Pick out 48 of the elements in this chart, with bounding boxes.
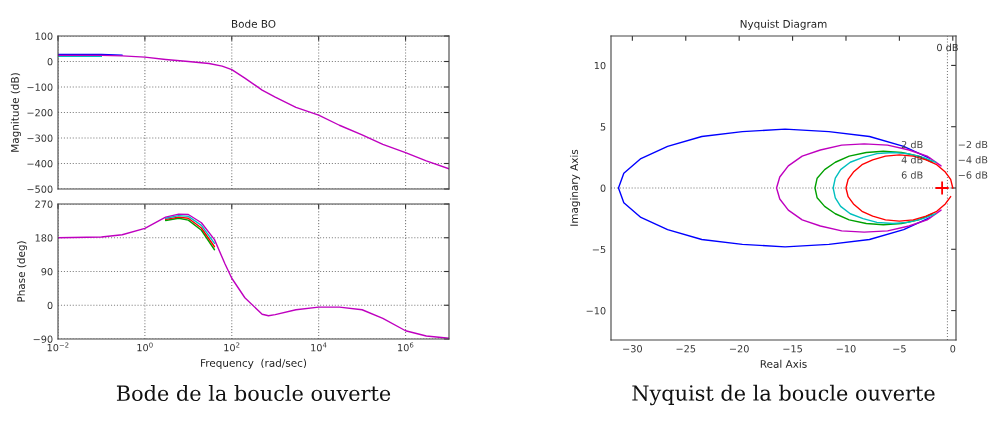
- y-tick-label: −5: [592, 245, 606, 254]
- y-tick-label: 0: [600, 184, 606, 192]
- text: −4 dB: [958, 155, 988, 164]
- annotation: 6 dB: [901, 171, 923, 179]
- y-tick-label: −400: [27, 159, 53, 168]
- y-axis-title: Imaginary Axis: [569, 149, 581, 226]
- y-tick-label: 270: [35, 200, 53, 208]
- x-axis-title: Frequency (rad/sec): [201, 358, 307, 369]
- x-tick-label: −25: [676, 345, 696, 353]
- y-tick-label: −90: [33, 335, 53, 343]
- chart-title: Bode BO: [232, 19, 276, 28]
- x-tick-label: −20: [729, 345, 749, 353]
- x-tick-label: 10$^{−2}$: [47, 342, 69, 352]
- text: Nyquist de la boucle ouverte: [632, 384, 935, 406]
- x-axis-title: Real Axis: [760, 359, 807, 368]
- y-tick-label: 180: [35, 234, 53, 242]
- y-tick-label: −200: [27, 108, 53, 117]
- annotation: 2 dB: [901, 140, 923, 149]
- x-tick-label: −15: [783, 345, 802, 353]
- y-axis-title: Magnitude (dB): [10, 73, 21, 152]
- y-tick-label: 10: [594, 61, 606, 70]
- line-series: [845, 154, 954, 222]
- y-tick-label: −100: [27, 83, 53, 91]
- annotation: 4 dB: [901, 155, 923, 164]
- x-tick-label: −30: [623, 345, 642, 353]
- y-tick-label: −500: [27, 185, 53, 193]
- x-tick-label: −10: [836, 345, 856, 353]
- text: −2 dB: [958, 140, 988, 149]
- y-tick-label: 100: [35, 32, 53, 40]
- x-tick-label: −5: [893, 345, 906, 353]
- y-tick-label: −10: [586, 307, 606, 315]
- line-series: [617, 128, 932, 248]
- text: Bode de la boucle ouverte: [116, 384, 391, 402]
- x-tick-label: 10$^{2}$: [224, 342, 240, 352]
- x-tick-label: 0: [950, 345, 956, 353]
- x-tick-label: 10$^{6}$: [398, 342, 414, 352]
- y-tick-label: −300: [27, 134, 53, 142]
- y-axis-title: Phase (deg): [16, 241, 28, 302]
- line-series: [832, 151, 937, 225]
- y-tick-label: 5: [600, 123, 606, 131]
- y-tick-label: 0: [47, 301, 53, 310]
- y-tick-label: 90: [41, 267, 53, 276]
- ref-line-label: 0 dB: [937, 43, 958, 52]
- chart-title: Nyquist Diagram: [740, 19, 827, 30]
- y-tick-label: 0: [47, 57, 53, 66]
- x-tick-label: 10$^{4}$: [311, 342, 327, 352]
- text: −6 dB: [958, 171, 988, 179]
- x-tick-label: 10$^{0}$: [137, 342, 153, 352]
